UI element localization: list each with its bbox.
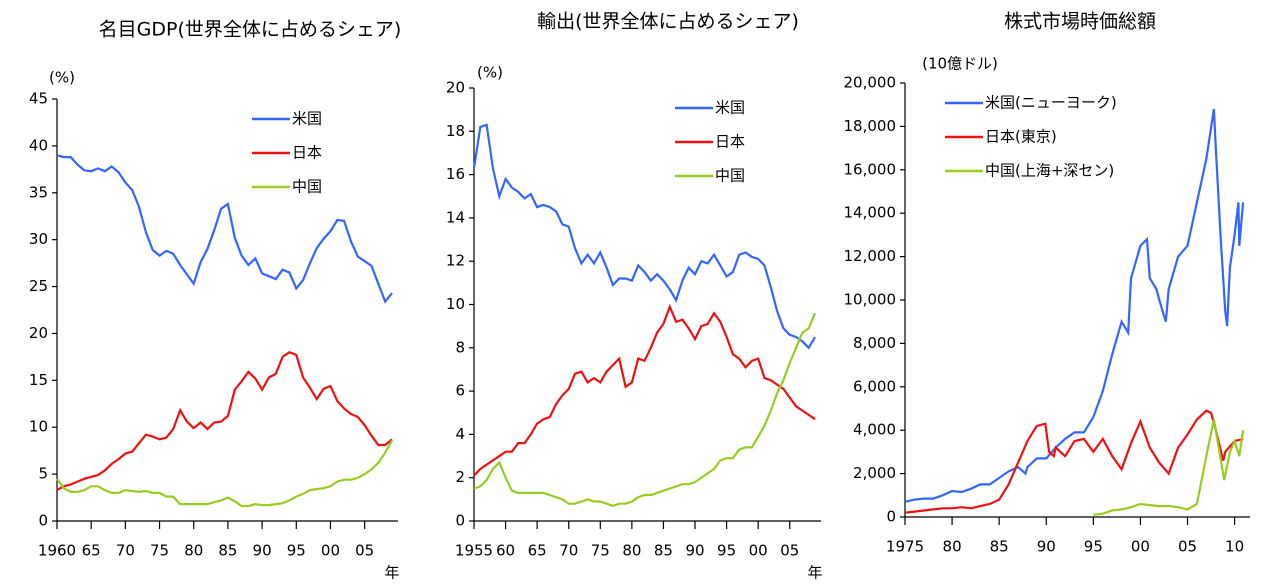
y-tick-label: 4 bbox=[455, 425, 465, 443]
y-tick-label: 16,000 bbox=[844, 160, 897, 178]
y-tick-label: 0 bbox=[886, 508, 896, 526]
legend-label: 中国 bbox=[715, 167, 745, 185]
series-line bbox=[472, 123, 816, 350]
x-axis-label: 年 bbox=[807, 564, 822, 582]
y-tick-label: 0 bbox=[455, 512, 465, 530]
y-tick-label: 14,000 bbox=[844, 204, 897, 222]
x-tick-label: 75 bbox=[150, 542, 169, 560]
y-tick-label: 18 bbox=[446, 122, 465, 140]
y-tick-label: 5 bbox=[38, 465, 48, 483]
y-tick-label: 25 bbox=[29, 277, 48, 295]
x-tick-label: 70 bbox=[116, 542, 135, 560]
x-tick-label: 70 bbox=[559, 542, 578, 560]
x-tick-label: 95 bbox=[1084, 538, 1103, 556]
y-tick-label: 12,000 bbox=[844, 247, 897, 265]
series-line bbox=[56, 439, 393, 508]
series-line bbox=[904, 108, 1245, 503]
y-tick-label: 8,000 bbox=[853, 334, 896, 352]
x-tick-label: 80 bbox=[184, 542, 203, 560]
y-unit: (10億ドル) bbox=[922, 55, 998, 73]
legend-label: 米国 bbox=[715, 99, 745, 117]
y-tick-label: 8 bbox=[455, 338, 465, 356]
y-tick-label: 40 bbox=[29, 136, 48, 154]
x-tick-label: 00 bbox=[749, 542, 768, 560]
x-tick-label: 65 bbox=[82, 542, 101, 560]
x-tick-label: 00 bbox=[1131, 538, 1150, 556]
x-tick-label: 90 bbox=[253, 542, 272, 560]
y-unit: (%) bbox=[49, 69, 75, 87]
y-tick-label: 20 bbox=[29, 324, 48, 342]
chart-title: 名目GDP(世界全体に占めるシェア) bbox=[99, 19, 402, 41]
y-tick-label: 10 bbox=[446, 295, 465, 313]
x-tick-label: 75 bbox=[591, 542, 610, 560]
y-tick-label: 0 bbox=[38, 512, 48, 530]
x-tick-label: 95 bbox=[287, 542, 306, 560]
y-tick-label: 12 bbox=[446, 252, 465, 270]
y-tick-label: 2,000 bbox=[853, 464, 896, 482]
chart-title: 株式市場時価総額 bbox=[1004, 11, 1156, 33]
x-tick-label: 10 bbox=[1225, 538, 1244, 556]
series-line bbox=[473, 312, 817, 507]
y-tick-label: 15 bbox=[29, 371, 48, 389]
x-tick-label: 65 bbox=[528, 542, 547, 560]
legend-label: 米国 bbox=[292, 110, 322, 128]
x-tick-label: 1955 bbox=[455, 542, 493, 560]
series-line bbox=[1093, 419, 1245, 516]
x-tick-label: 1975 bbox=[886, 538, 924, 556]
y-unit: (%) bbox=[477, 64, 503, 82]
y-tick-label: 4,000 bbox=[853, 421, 896, 439]
y-tick-label: 6,000 bbox=[853, 377, 896, 395]
legend-label: 米国(ニューヨーク) bbox=[985, 94, 1117, 112]
x-tick-label: 90 bbox=[1037, 538, 1056, 556]
x-tick-label: 85 bbox=[654, 542, 673, 560]
y-tick-label: 20 bbox=[446, 79, 465, 97]
series-line bbox=[904, 409, 1244, 514]
y-tick-label: 14 bbox=[446, 208, 465, 226]
y-tick-label: 10,000 bbox=[844, 291, 897, 309]
y-tick-label: 20,000 bbox=[844, 74, 897, 92]
legend-label: 中国 bbox=[292, 178, 322, 196]
chart-title: 輸出(世界全体に占めるシェア) bbox=[537, 11, 799, 33]
x-tick-label: 85 bbox=[218, 542, 237, 560]
series-line bbox=[56, 154, 393, 304]
y-tick-label: 30 bbox=[29, 230, 48, 248]
series-line bbox=[473, 303, 816, 477]
x-tick-label: 95 bbox=[717, 542, 736, 560]
y-tick-label: 35 bbox=[29, 183, 48, 201]
x-tick-label: 1960 bbox=[38, 542, 76, 560]
x-tick-label: 80 bbox=[943, 538, 962, 556]
x-tick-label: 05 bbox=[1178, 538, 1197, 556]
x-axis-label: 年 bbox=[384, 564, 399, 582]
x-tick-label: 85 bbox=[990, 538, 1009, 556]
legend-label: 中国(上海+深セン) bbox=[985, 162, 1114, 180]
legend-label: 日本 bbox=[292, 144, 322, 162]
y-tick-label: 2 bbox=[455, 468, 465, 486]
legend-label: 日本(東京) bbox=[985, 128, 1057, 146]
y-tick-label: 10 bbox=[29, 418, 48, 436]
x-tick-label: 60 bbox=[496, 542, 515, 560]
y-tick-label: 6 bbox=[455, 382, 465, 400]
legend-label: 日本 bbox=[715, 133, 745, 151]
x-tick-label: 90 bbox=[685, 542, 704, 560]
y-tick-label: 18,000 bbox=[844, 117, 897, 135]
x-tick-label: 05 bbox=[355, 542, 374, 560]
x-tick-label: 05 bbox=[780, 542, 799, 560]
series-line bbox=[56, 350, 393, 492]
y-tick-label: 16 bbox=[446, 165, 465, 183]
x-tick-label: 00 bbox=[321, 542, 340, 560]
x-tick-label: 80 bbox=[622, 542, 641, 560]
y-tick-label: 45 bbox=[29, 90, 48, 108]
